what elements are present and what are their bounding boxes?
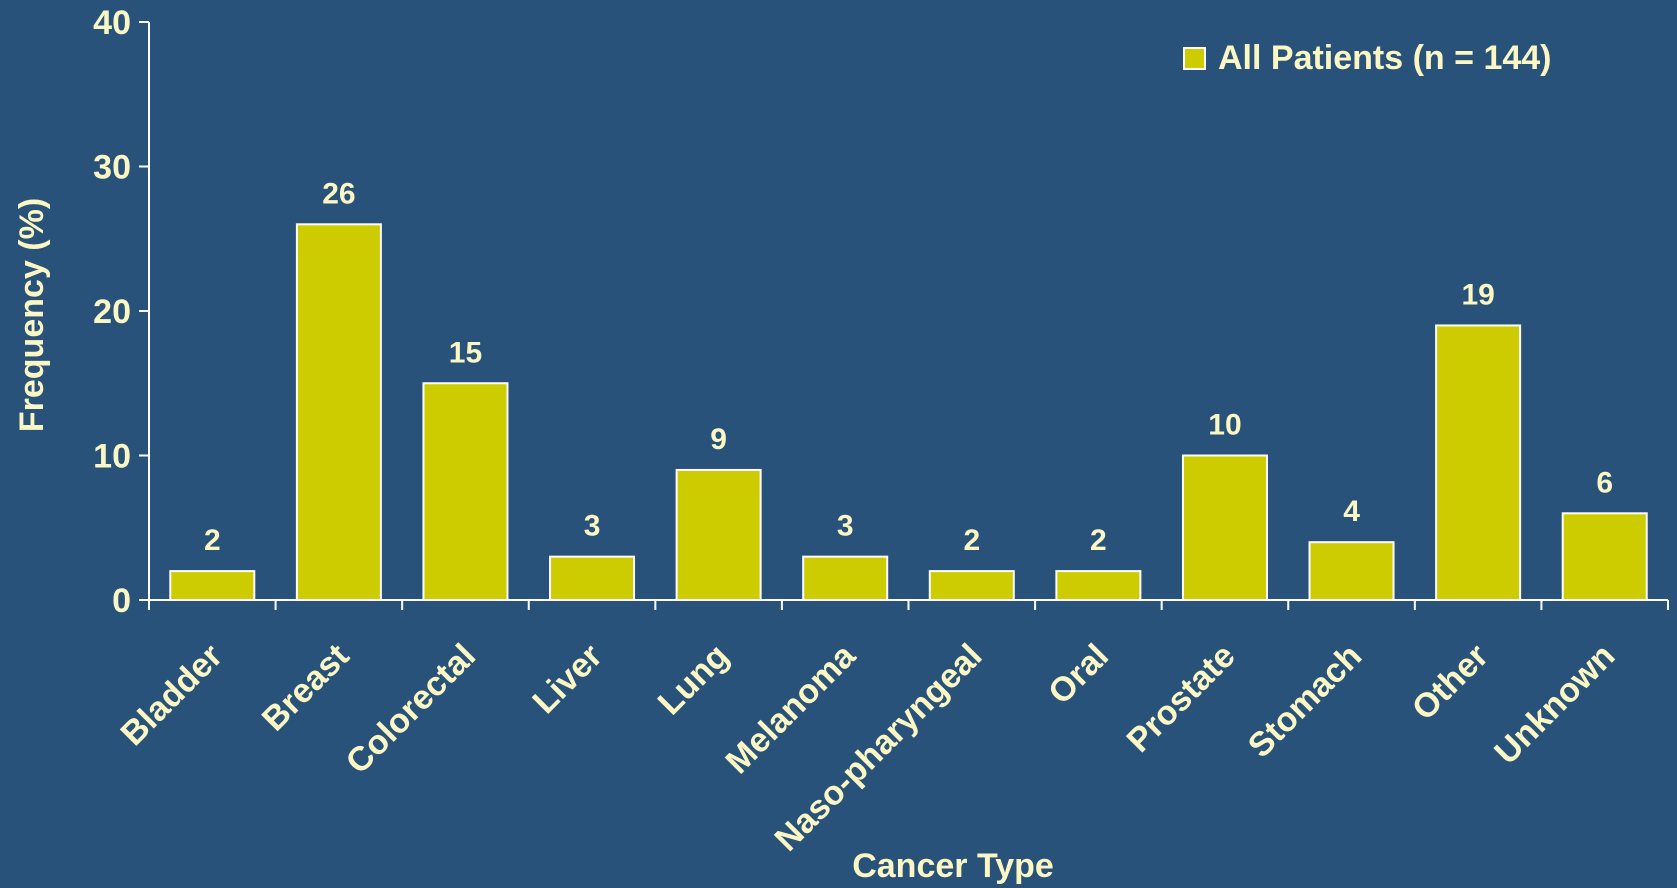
y-tick-label: 0 bbox=[112, 582, 131, 620]
legend-swatch bbox=[1183, 47, 1206, 70]
x-tick-label: Other bbox=[1405, 637, 1496, 728]
y-tick-label: 20 bbox=[93, 293, 131, 331]
x-tick-label: Bladder bbox=[114, 637, 230, 753]
data-label: 26 bbox=[322, 177, 355, 210]
x-tick-label: Oral bbox=[1041, 637, 1116, 712]
data-label: 2 bbox=[204, 524, 221, 557]
x-tick-label: Prostate bbox=[1120, 637, 1243, 760]
data-label: 4 bbox=[1343, 495, 1360, 528]
data-label: 2 bbox=[1090, 524, 1107, 557]
legend-label: All Patients (n = 144) bbox=[1218, 39, 1552, 77]
data-label: 3 bbox=[837, 510, 854, 543]
data-labels: 2 26 15 3 9 3 2 2 10 4 19 6 bbox=[204, 177, 1613, 557]
x-tick-label: Stomach bbox=[1241, 637, 1369, 765]
bar bbox=[169, 570, 256, 601]
y-axis-label: Frequency (%) bbox=[13, 198, 51, 432]
bar bbox=[1435, 324, 1522, 601]
bars bbox=[169, 223, 1648, 602]
x-tick-label: Naso-pharyngeal bbox=[768, 637, 990, 859]
data-label: 9 bbox=[710, 423, 727, 456]
y-tick-label: 10 bbox=[93, 438, 131, 476]
y-tick-label: 30 bbox=[93, 149, 131, 187]
bar bbox=[1181, 454, 1268, 601]
x-tick-label: Liver bbox=[525, 637, 609, 721]
bar bbox=[1055, 570, 1142, 601]
x-tick-label: Lung bbox=[651, 637, 737, 723]
data-label: 10 bbox=[1208, 409, 1241, 442]
data-label: 15 bbox=[449, 336, 482, 369]
y-tick-label: 40 bbox=[93, 4, 131, 42]
bar bbox=[295, 223, 382, 602]
bar bbox=[675, 468, 762, 602]
data-label: 6 bbox=[1596, 466, 1613, 499]
x-tick-label: Unknown bbox=[1487, 637, 1622, 772]
bar bbox=[549, 555, 636, 602]
bar bbox=[1561, 512, 1648, 601]
data-label: 19 bbox=[1461, 278, 1494, 311]
x-tick-label: Breast bbox=[255, 637, 357, 739]
y-axis-ticks: 0 10 20 30 40 bbox=[93, 4, 149, 620]
x-axis-label: Cancer Type bbox=[852, 847, 1054, 885]
bar bbox=[928, 570, 1015, 601]
data-label: 3 bbox=[584, 510, 601, 543]
data-label: 2 bbox=[963, 524, 980, 557]
bar bbox=[802, 555, 889, 602]
bar bbox=[1308, 541, 1395, 602]
x-tick-label: Colorectal bbox=[339, 637, 483, 781]
bar bbox=[422, 382, 509, 601]
legend: All Patients (n = 144) bbox=[1183, 39, 1552, 77]
